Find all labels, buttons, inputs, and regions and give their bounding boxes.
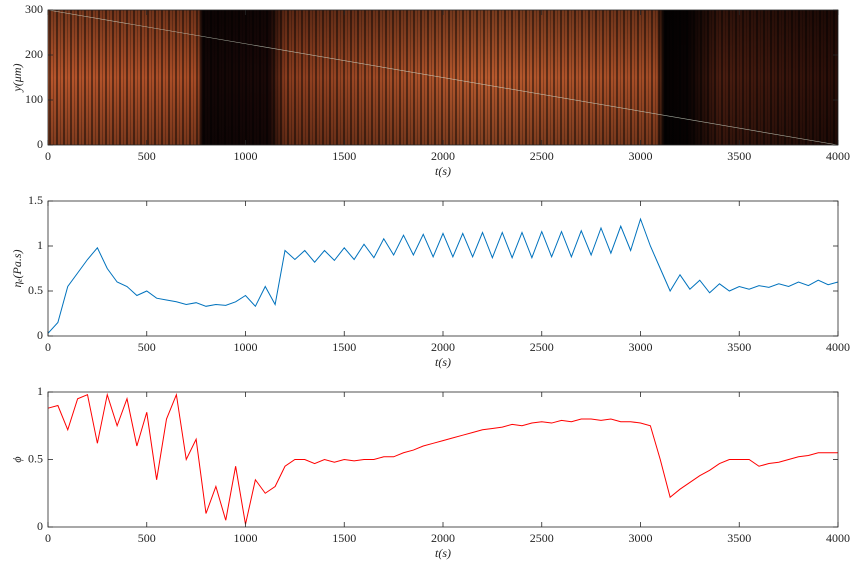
- panel: 0 500 1000 1500 2000 2500 3000 3500 4000 0 0.5 1 1.5…: [10, 193, 850, 369]
- y-axis-label: ηₑ(Pa.s): [10, 249, 24, 287]
- x-tick-label: 0: [45, 531, 51, 545]
- x-tick-label: 3000: [629, 340, 653, 354]
- panel: 0 500 1000 1500 2000 2500 3000 3500 4000 0 0.5 1 t(s…: [10, 384, 850, 560]
- y-tick-label: 200: [25, 47, 43, 61]
- y-tick-label: 0: [37, 328, 43, 342]
- x-tick-label: 2500: [530, 149, 554, 163]
- diagonal-line: [47, 9, 839, 146]
- y-tick-label: 1: [37, 384, 43, 398]
- x-axis-label: t(s): [435, 164, 451, 178]
- axes-box: [47, 200, 839, 337]
- x-tick-label: 3500: [727, 340, 751, 354]
- x-axis-label: t(s): [435, 546, 451, 560]
- x-tick-label: 1500: [332, 531, 356, 545]
- x-tick-label: 500: [138, 340, 156, 354]
- x-tick-label: 500: [138, 531, 156, 545]
- x-tick-label: 1000: [234, 340, 258, 354]
- x-tick-label: 4000: [826, 340, 850, 354]
- y-tick-label: 0.5: [28, 283, 43, 297]
- x-tick-label: 500: [138, 149, 156, 163]
- y-tick-label: 300: [25, 2, 43, 16]
- y-tick-label: 1.5: [28, 193, 43, 207]
- y-tick-label: 100: [25, 92, 43, 106]
- x-tick-label: 2000: [431, 340, 455, 354]
- x-tick-label: 1000: [234, 531, 258, 545]
- y-tick-label: 0: [37, 137, 43, 151]
- x-tick-label: 0: [45, 340, 51, 354]
- y-axis-label: ϕ: [10, 456, 24, 462]
- data-line: [47, 217, 839, 334]
- x-tick-label: 3500: [727, 531, 751, 545]
- y-tick-label: 0.5: [28, 451, 43, 465]
- x-tick-label: 2000: [431, 149, 455, 163]
- data-line: [47, 392, 838, 525]
- x-tick-label: 1500: [332, 149, 356, 163]
- x-tick-label: 1500: [332, 340, 356, 354]
- y-axis-label: y(μm): [10, 63, 24, 92]
- x-tick-label: 2500: [530, 531, 554, 545]
- axes-box: [47, 391, 839, 528]
- x-tick-label: 2000: [431, 531, 455, 545]
- y-tick-label: 0: [37, 519, 43, 533]
- panel: 0 500 1000 1500 2000 2500 3000 3500 4000 0 100 200 3…: [10, 2, 850, 178]
- x-tick-label: 3000: [629, 149, 653, 163]
- x-tick-label: 3500: [727, 149, 751, 163]
- x-tick-label: 2500: [530, 340, 554, 354]
- x-axis-label: t(s): [435, 355, 451, 369]
- x-tick-label: 4000: [826, 531, 850, 545]
- x-tick-label: 4000: [826, 149, 850, 163]
- x-tick-label: 3000: [629, 531, 653, 545]
- x-tick-label: 1000: [234, 149, 258, 163]
- y-tick-label: 1: [37, 238, 43, 252]
- x-tick-label: 0: [45, 149, 51, 163]
